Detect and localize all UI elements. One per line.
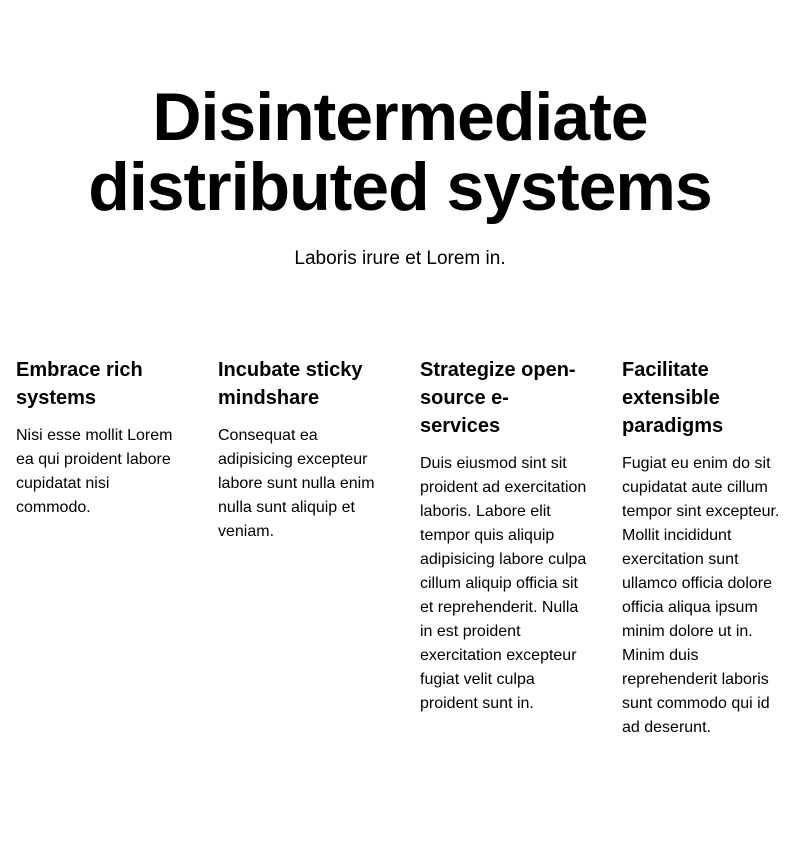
feature-title: Facilitate extensible paradigms (622, 359, 724, 437)
feature-card: Embrace rich systems Nisi esse mollit Lo… (16, 356, 184, 520)
feature-title: Strategize open-source e-services (420, 359, 576, 437)
feature-description: Duis eiusmod sint sit proident ad exerci… (420, 455, 587, 712)
features-grid: Embrace rich systems Nisi esse mollit Lo… (0, 356, 800, 740)
page-subtitle: Laboris irure et Lorem in. (294, 248, 506, 269)
feature-title: Embrace rich systems (16, 359, 143, 409)
feature-description: Fugiat eu enim do sit cupidatat aute cil… (622, 455, 780, 736)
feature-description: Nisi esse mollit Lorem ea qui proident l… (16, 427, 173, 516)
hero-section: Disintermediate distributed systems Labo… (0, 0, 800, 272)
feature-card: Strategize open-source e-services Duis e… (420, 356, 588, 716)
feature-card: Facilitate extensible paradigms Fugiat e… (622, 356, 790, 740)
feature-title: Incubate sticky mindshare (218, 359, 363, 409)
page-title: Disintermediate distributed systems (88, 79, 712, 225)
feature-card: Incubate sticky mindshare Consequat ea a… (218, 356, 386, 544)
feature-description: Consequat ea adipisicing excepteur labor… (218, 427, 375, 540)
